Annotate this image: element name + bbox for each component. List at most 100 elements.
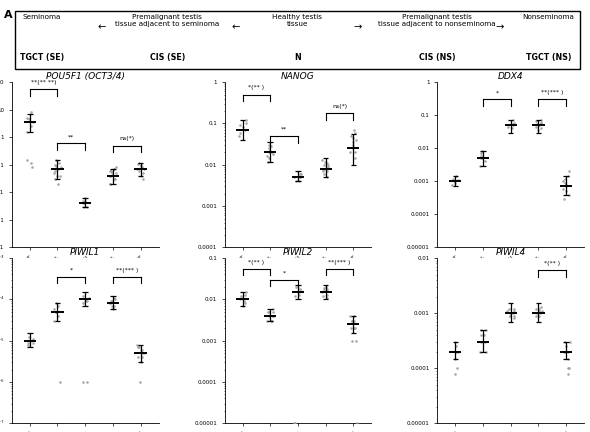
Point: [296, 171, 305, 178]
Point: [137, 349, 146, 356]
Text: N: N: [294, 53, 301, 62]
Point: [81, 197, 90, 204]
Point: [347, 318, 356, 324]
Point: [317, 289, 327, 295]
Point: [109, 305, 118, 312]
Point: [509, 308, 519, 314]
Point: [136, 162, 145, 168]
Point: [263, 158, 273, 165]
Point: [348, 318, 357, 324]
Point: [559, 348, 568, 355]
Point: [136, 162, 145, 169]
Point: [560, 181, 570, 188]
Point: [238, 296, 248, 303]
Point: [135, 168, 144, 175]
Point: [563, 172, 572, 179]
Point: [477, 326, 486, 333]
Text: →: →: [354, 22, 362, 32]
Point: [322, 287, 332, 294]
Text: *(** ): *(** ): [248, 260, 264, 264]
Point: [138, 176, 148, 183]
Point: [139, 165, 149, 172]
Point: [562, 188, 571, 195]
Point: [322, 160, 331, 167]
Point: [27, 123, 36, 130]
Point: [235, 129, 244, 136]
Point: [82, 378, 91, 385]
Point: [558, 178, 567, 185]
Point: [81, 296, 91, 303]
Point: [477, 148, 486, 155]
Point: [50, 170, 59, 177]
Point: [291, 283, 300, 290]
Point: [24, 116, 34, 123]
Point: [562, 183, 571, 190]
Point: [132, 341, 142, 348]
Point: [476, 155, 486, 162]
Point: [352, 420, 362, 427]
Point: [508, 121, 517, 127]
Point: [350, 129, 360, 136]
Point: [320, 158, 329, 165]
Point: [507, 125, 516, 132]
Point: [26, 109, 35, 116]
Text: ns(*): ns(*): [332, 104, 347, 109]
Point: [105, 181, 114, 187]
Point: [451, 172, 461, 179]
Point: [451, 355, 460, 362]
Point: [348, 134, 358, 141]
Text: **(*** ): **(*** ): [541, 90, 563, 95]
Point: [235, 133, 244, 140]
Point: [536, 119, 546, 126]
Text: TGCT (NS): TGCT (NS): [526, 53, 571, 62]
Point: [51, 168, 60, 175]
Point: [112, 170, 121, 177]
Point: [479, 332, 489, 339]
Point: [241, 289, 250, 295]
Text: A: A: [4, 10, 12, 20]
Title: NANOG: NANOG: [281, 72, 315, 81]
Point: [323, 294, 332, 301]
Point: [266, 143, 276, 150]
Point: [320, 162, 329, 168]
Point: [534, 312, 543, 319]
Point: [532, 310, 542, 317]
Point: [53, 165, 63, 172]
Point: [318, 157, 327, 164]
Point: [136, 346, 146, 353]
Point: [51, 162, 60, 168]
Point: [294, 291, 303, 298]
Point: [345, 149, 355, 156]
Point: [50, 305, 59, 312]
Point: [133, 165, 142, 172]
Point: [135, 378, 145, 385]
Point: [264, 308, 274, 315]
Text: CIS (NS): CIS (NS): [419, 53, 455, 62]
Point: [25, 337, 34, 344]
Point: [322, 291, 332, 298]
Point: [79, 203, 88, 210]
Text: *: *: [70, 268, 73, 273]
Point: [560, 339, 570, 346]
Point: [106, 181, 115, 187]
Point: [350, 154, 360, 161]
Point: [107, 302, 116, 309]
Point: [564, 365, 573, 372]
Point: [28, 336, 38, 343]
Text: *(** ): *(** ): [248, 86, 264, 90]
Text: ns(*): ns(*): [119, 137, 135, 141]
Point: [562, 343, 571, 350]
Point: [105, 172, 114, 179]
Point: [264, 154, 273, 161]
Point: [481, 326, 491, 333]
Point: [564, 168, 573, 175]
Point: [454, 177, 463, 184]
Point: [480, 339, 489, 346]
Point: [139, 349, 149, 356]
Point: [267, 318, 276, 324]
Point: [536, 125, 545, 132]
Point: [560, 179, 569, 186]
Text: **(*** ): **(*** ): [328, 260, 350, 264]
Point: [105, 300, 114, 307]
Point: [295, 174, 304, 181]
